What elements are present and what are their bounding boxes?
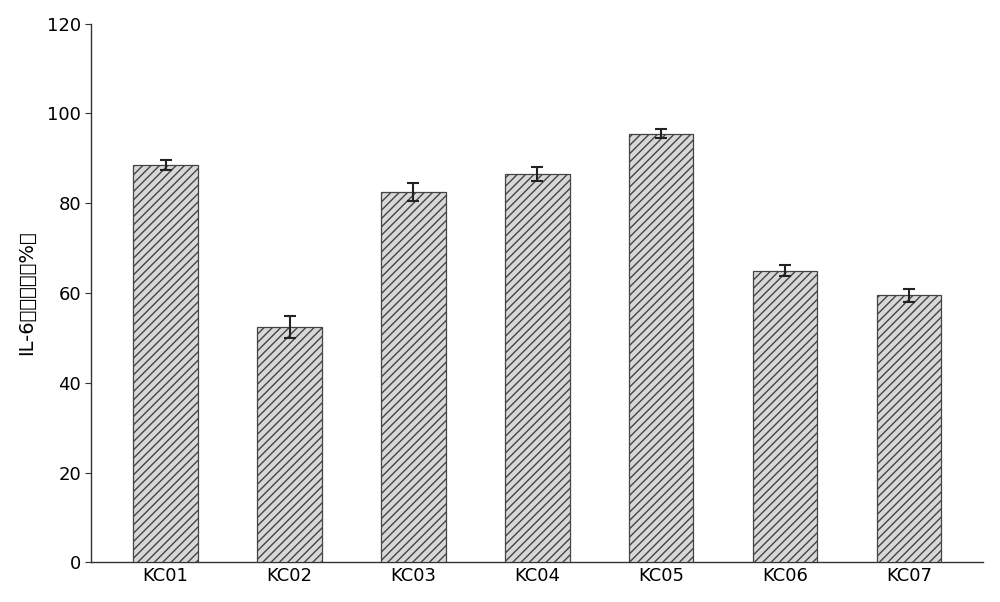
Bar bbox=[753, 271, 817, 562]
Bar bbox=[505, 174, 570, 562]
Bar bbox=[877, 296, 941, 562]
Y-axis label: IL-6的吸附率（%）: IL-6的吸附率（%） bbox=[17, 231, 36, 355]
Bar bbox=[257, 327, 322, 562]
Bar bbox=[381, 192, 446, 562]
Bar bbox=[629, 134, 693, 562]
Bar bbox=[133, 165, 198, 562]
